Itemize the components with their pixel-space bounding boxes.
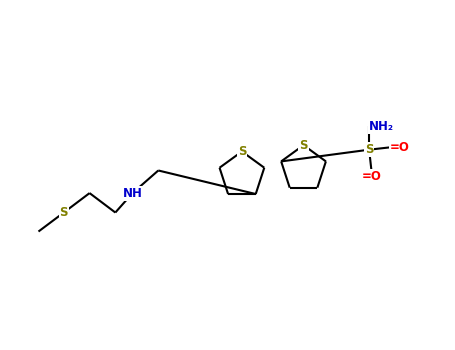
Text: S: S <box>238 145 246 158</box>
Text: S: S <box>299 139 308 152</box>
Text: NH₂: NH₂ <box>369 120 394 133</box>
Text: NH: NH <box>122 187 142 199</box>
Text: S: S <box>60 206 68 219</box>
Text: S: S <box>365 143 374 156</box>
Text: =O: =O <box>361 170 381 183</box>
Text: =O: =O <box>389 141 410 154</box>
